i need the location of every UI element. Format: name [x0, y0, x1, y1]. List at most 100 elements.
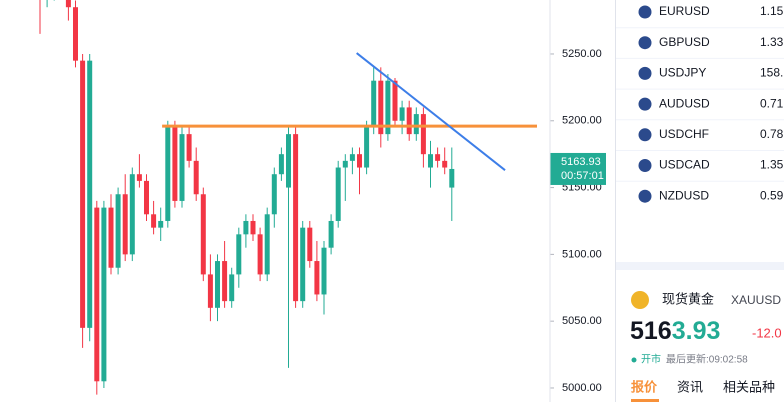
- candle-body: [200, 194, 206, 275]
- status: 开市: [641, 353, 661, 366]
- quote-change: -12.0: [752, 325, 782, 340]
- price-main: 516: [630, 317, 672, 345]
- candle-body: [215, 261, 220, 308]
- chart: 5000.005050.005100.005150.005200.005250.…: [39, 0, 606, 395]
- candle-body: [357, 154, 362, 168]
- price: 0.71: [760, 96, 784, 110]
- candle-body: [428, 154, 433, 168]
- candle-body: [293, 134, 299, 302]
- candle-body: [73, 7, 78, 61]
- gold-icon: [631, 291, 649, 309]
- symbol[interactable]: GBPUSD: [659, 35, 710, 49]
- tab[interactable]: 报价: [631, 379, 658, 394]
- y-tick-label: 5000.00: [562, 382, 602, 394]
- price: 1.15: [760, 4, 784, 18]
- candle-body: [406, 107, 412, 135]
- panel-gap: [616, 262, 784, 270]
- candle-body: [186, 134, 192, 161]
- price: 0.78: [760, 127, 784, 141]
- candle-body: [307, 227, 313, 262]
- y-tick-label: 5200.00: [562, 115, 602, 127]
- quote-panel: 现货黄金 XAUUSD 5163.93 -12.0 开市 最后更新:09:02:…: [630, 291, 782, 402]
- flag-icon: [638, 36, 652, 50]
- candle-body: [115, 194, 121, 268]
- candle-body: [165, 127, 171, 221]
- candle-body: [399, 107, 405, 121]
- candle-body: [179, 134, 185, 201]
- candle-body: [413, 114, 419, 135]
- candle-body: [278, 154, 284, 175]
- candle-body: [314, 261, 320, 295]
- candle-body: [271, 174, 277, 215]
- price-tag-value: 5163.93: [561, 156, 601, 168]
- symbol[interactable]: EURUSD: [659, 4, 710, 18]
- candle-body: [243, 220, 249, 235]
- candle-body: [236, 234, 242, 275]
- candle-body: [94, 207, 100, 382]
- tab[interactable]: 相关品种: [723, 379, 775, 394]
- symbol[interactable]: NZDUSD: [659, 188, 709, 202]
- candle-body: [151, 214, 157, 228]
- flag-icon: [638, 128, 652, 142]
- quote-price: 5163.93: [630, 317, 720, 345]
- flag-icon: [638, 97, 652, 111]
- price: 1.35: [760, 158, 784, 172]
- price-decimal: 3.93: [672, 317, 721, 345]
- candle-body: [300, 227, 306, 302]
- quote-name: 现货黄金: [662, 291, 714, 306]
- symbol[interactable]: USDCHF: [659, 127, 709, 141]
- candle-body: [207, 274, 213, 308]
- candle-body: [129, 174, 135, 255]
- candle-body: [172, 127, 178, 201]
- candle-body: [264, 214, 270, 275]
- price: 158.: [760, 66, 783, 80]
- updated: 最后更新:09:02:58: [666, 353, 748, 366]
- candle-body: [420, 114, 426, 155]
- candle-body: [378, 80, 384, 135]
- candle-body: [286, 134, 291, 188]
- candle-body: [87, 60, 93, 328]
- candle-body: [449, 168, 455, 188]
- candle-body: [364, 127, 370, 168]
- watchlist: EURUSD 1.15 GBPUSD 1.33 USDJPY 158. AUDUSD 0.71…: [616, 4, 784, 203]
- candle-body: [250, 220, 256, 235]
- symbol[interactable]: USDCAD: [659, 158, 710, 172]
- candle-body: [257, 234, 263, 275]
- candle-body: [136, 174, 142, 181]
- candle-body: [222, 261, 228, 302]
- candle-body: [335, 167, 341, 221]
- symbol[interactable]: USDJPY: [659, 66, 706, 80]
- symbol[interactable]: AUDUSD: [659, 96, 710, 110]
- candle-body: [108, 207, 114, 268]
- price-tag: [550, 152, 606, 185]
- candle-body: [435, 154, 441, 161]
- price: 1.33: [760, 35, 784, 49]
- candle-body: [442, 160, 448, 168]
- price-tag-time: 00:57:01: [561, 170, 604, 182]
- candle-body: [193, 160, 199, 195]
- candle-body: [65, 0, 71, 8]
- candle-body: [101, 207, 107, 382]
- candle-body: [122, 194, 128, 255]
- candle-body: [342, 160, 348, 168]
- candle-body: [144, 180, 149, 215]
- price: 0.59: [760, 188, 784, 202]
- candle-body: [349, 154, 355, 161]
- candle-body: [158, 220, 164, 228]
- drawn-line: [356, 52, 506, 171]
- candle-body: [321, 247, 327, 295]
- candle-body: [229, 274, 235, 302]
- flag-icon: [638, 159, 652, 172]
- y-tick-label: 5100.00: [562, 248, 602, 260]
- candle-body: [385, 80, 391, 135]
- y-tick-label: 5050.00: [562, 315, 602, 327]
- y-tick-label: 5250.00: [562, 48, 602, 60]
- candle-body: [392, 80, 398, 121]
- flag-icon: [638, 189, 652, 203]
- tab[interactable]: 资讯: [677, 379, 703, 394]
- candle-body: [371, 80, 377, 128]
- flag-icon: [638, 5, 652, 19]
- quote-symbol: XAUUSD: [731, 293, 781, 307]
- status-dot: [631, 357, 637, 363]
